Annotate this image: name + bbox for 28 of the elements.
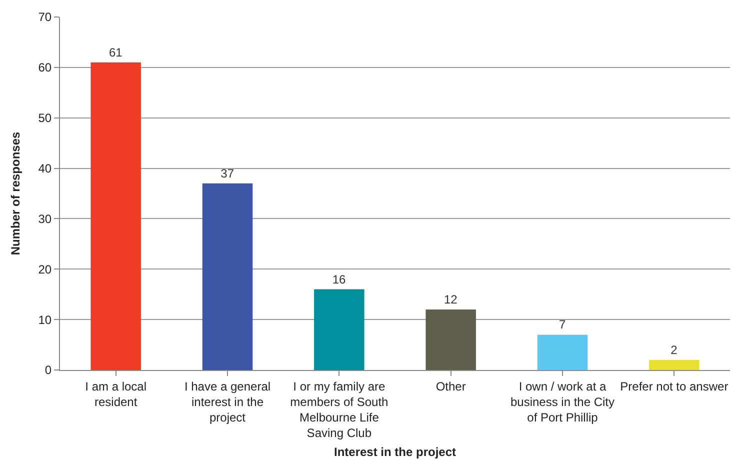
data-label: 37 — [220, 166, 234, 180]
y-tick-label: 70 — [38, 10, 52, 24]
data-label: 2 — [670, 342, 678, 357]
y-tick-label: 10 — [38, 312, 52, 327]
data-label: 61 — [109, 45, 123, 60]
bar — [202, 183, 253, 370]
x-tick-label: Other — [436, 379, 466, 394]
data-label: 12 — [444, 292, 458, 306]
x-tick-label: I or my family are members of South Melbourne Life Saving Club — [290, 379, 388, 440]
x-tick-label: I have a general interest in the project — [184, 379, 271, 425]
x-tick-label: I own / work at a business in the City of Port Phillip — [510, 379, 615, 425]
x-tick-label: Prefer not to answer — [620, 379, 728, 394]
y-tick-label: 30 — [38, 212, 52, 226]
y-tick-label: 0 — [44, 363, 52, 378]
y-tick-label: 20 — [38, 262, 52, 276]
bar — [90, 62, 141, 370]
bar — [649, 360, 700, 370]
x-axis-title: Interest in the project — [334, 445, 456, 460]
x-tick-label: I am a local resident — [85, 379, 147, 409]
data-label: 7 — [559, 318, 566, 332]
y-tick-label: 40 — [38, 161, 52, 176]
y-tick-label: 50 — [38, 111, 52, 126]
y-tick-label: 60 — [38, 60, 52, 75]
y-axis-title: Number of responses — [8, 132, 23, 256]
bar — [314, 289, 364, 370]
bar — [537, 334, 588, 370]
data-label: 16 — [332, 272, 346, 286]
bar — [426, 309, 476, 370]
